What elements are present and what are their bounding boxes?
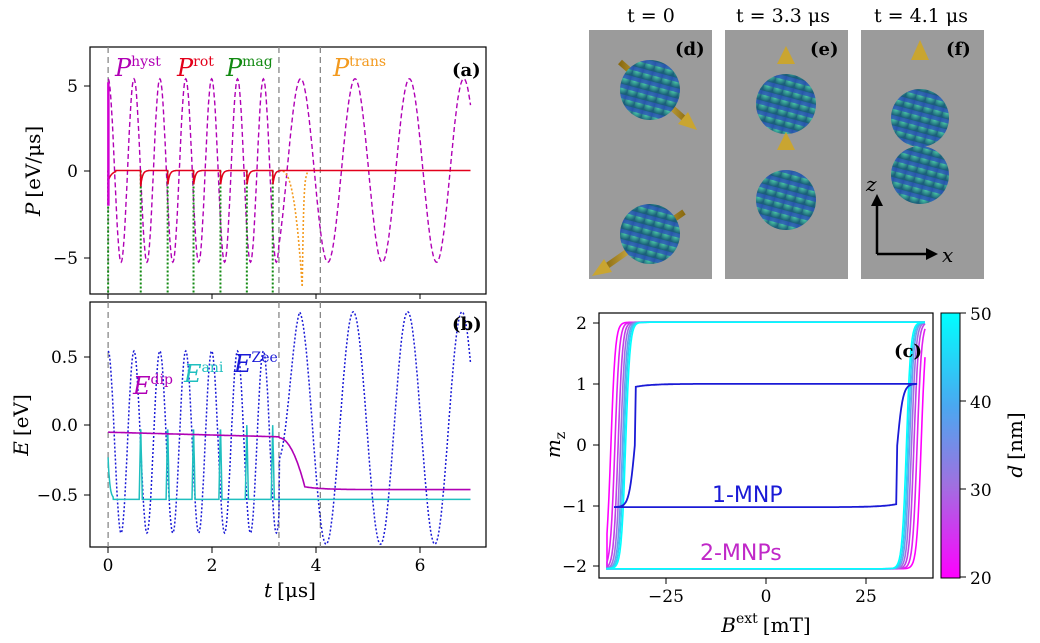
snapshot-e-time: t = 3.3 μs bbox=[736, 5, 830, 27]
coordinate-axes-icon: z x bbox=[865, 172, 953, 267]
series-E-ani bbox=[107, 425, 471, 501]
c-ytick-m1: −1 bbox=[562, 497, 587, 517]
b-series-label-ani: Eani bbox=[183, 360, 224, 388]
b-ytick-05: 0.5 bbox=[51, 348, 78, 368]
snapshot-d-particle-bottom bbox=[592, 204, 686, 276]
b-ytick-m05: −0.5 bbox=[37, 486, 78, 506]
a-ytick-m5: −5 bbox=[53, 249, 78, 269]
loop-2mnp-d30 bbox=[606, 321, 926, 570]
c-xtick-25: 25 bbox=[855, 587, 877, 607]
snapshot-d-particle-top bbox=[618, 59, 697, 130]
loop-2mnp-d40 bbox=[606, 321, 926, 570]
panel-a-plot bbox=[107, 47, 472, 294]
b-panel-label: (b) bbox=[452, 314, 482, 335]
snapshot-f-label: (f) bbox=[946, 39, 971, 60]
loop-2mnp-d45 bbox=[606, 321, 925, 570]
loop-1mnp bbox=[614, 383, 918, 508]
panel-a: 5 0 −5 P[eV/μs] (a) Physt Prot Pmag Ptra… bbox=[21, 46, 487, 299]
snapshot-f-time: t = 4.1 μs bbox=[874, 5, 968, 27]
panel-c-frame bbox=[598, 312, 934, 579]
snapshot-f-particle-bottom bbox=[891, 146, 949, 230]
loop-2mnp-d35 bbox=[606, 321, 926, 570]
b-series-label-dip: Edip bbox=[132, 372, 173, 400]
c-ytick-2: 2 bbox=[576, 314, 587, 334]
snapshot-e-label: (e) bbox=[810, 39, 839, 60]
a-series-label-rot: Prot bbox=[176, 54, 214, 82]
snapshot-d-label: (d) bbox=[675, 39, 705, 60]
panel-b: 0.5 0.0 −0.5 0 2 4 6 t [μs] E[eV] (b) Edi… bbox=[9, 301, 487, 602]
a-ytick-5: 5 bbox=[67, 77, 78, 97]
colorbar-label: d[nm] bbox=[1003, 412, 1027, 477]
c-panel-label: (c) bbox=[894, 341, 922, 362]
c-xlabel: Bext [mT] bbox=[720, 611, 810, 637]
panel-c-plot bbox=[606, 321, 926, 570]
c-xtick-m25: −25 bbox=[648, 587, 684, 607]
a-panel-label: (a) bbox=[452, 60, 481, 81]
a-series-label-hyst: Physt bbox=[114, 54, 161, 82]
c-ytick-m2: −2 bbox=[562, 557, 587, 577]
snapshots: t = 0 t = 3.3 μs t = 4.1 μs (d) (e) (f) bbox=[589, 5, 984, 279]
snapshot-f-particle-top bbox=[891, 40, 949, 147]
series-E-dip bbox=[108, 431, 471, 491]
series-P-trans bbox=[278, 169, 309, 287]
cbar-tick-20: 20 bbox=[970, 569, 992, 589]
axis-hint-z: z bbox=[865, 172, 877, 196]
series-P-rot bbox=[107, 169, 471, 187]
c-xtick-0: 0 bbox=[761, 587, 772, 607]
cbar-tick-50: 50 bbox=[970, 305, 992, 325]
axis-hint-x: x bbox=[942, 243, 953, 267]
b-xtick-2: 2 bbox=[207, 556, 218, 576]
c-ylabel: mz bbox=[541, 432, 569, 458]
colorbar bbox=[940, 312, 961, 579]
a-series-label-mag: Pmag bbox=[225, 54, 273, 82]
snapshot-e-particle-bottom bbox=[756, 132, 816, 240]
loop-2mnp-d20 bbox=[606, 321, 926, 570]
snapshot-e-particle-top bbox=[756, 46, 816, 140]
cbar-tick-40: 40 bbox=[970, 393, 992, 413]
panel-c: 2 1 0 −1 −2 −25 0 25 Bext [mT] mz (c) 1-M… bbox=[541, 305, 1027, 637]
b-xtick-4: 4 bbox=[311, 556, 322, 576]
cbar-tick-30: 30 bbox=[970, 481, 992, 501]
panel-b-frame bbox=[89, 301, 487, 548]
b-xtick-0: 0 bbox=[103, 556, 114, 576]
b-xlabel: t [μs] bbox=[264, 578, 316, 602]
series-E-Zee bbox=[107, 310, 472, 545]
loop-2mnp-d25 bbox=[606, 321, 926, 570]
c-curve-label-pair: 2-MNPs bbox=[700, 541, 782, 566]
b-xtick-6: 6 bbox=[415, 556, 426, 576]
c-curve-label-single: 1-MNP bbox=[712, 483, 783, 508]
panel-b-plot bbox=[107, 302, 472, 547]
b-ytick-00: 0.0 bbox=[51, 416, 78, 436]
a-series-label-trans: Ptrans bbox=[332, 54, 386, 82]
snapshot-d-time: t = 0 bbox=[627, 5, 675, 27]
loop-2mnp-d50 bbox=[606, 321, 925, 570]
b-ylabel: E[eV] bbox=[9, 394, 33, 457]
a-ylabel: P[eV/μs] bbox=[21, 126, 45, 217]
c-ytick-0: 0 bbox=[576, 436, 587, 456]
b-series-label-zee: EZee bbox=[233, 350, 278, 378]
a-ytick-0: 0 bbox=[67, 162, 78, 182]
c-ytick-1: 1 bbox=[576, 375, 587, 395]
